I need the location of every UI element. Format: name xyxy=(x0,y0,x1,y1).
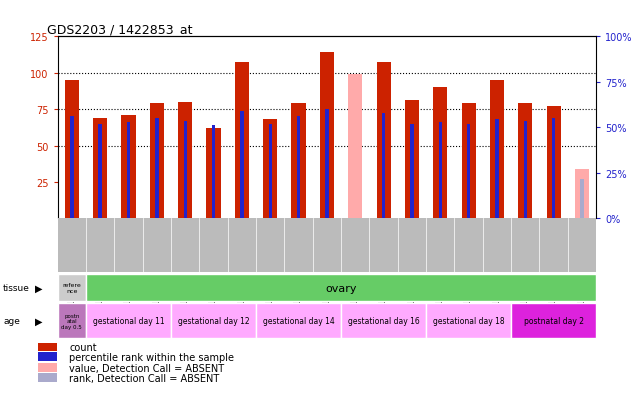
Text: ovary: ovary xyxy=(326,283,357,293)
Bar xyxy=(70,117,74,219)
Bar xyxy=(348,75,362,219)
Text: tissue: tissue xyxy=(3,284,30,292)
Text: gestational day 11: gestational day 11 xyxy=(93,317,164,325)
Bar xyxy=(552,119,555,219)
Bar xyxy=(206,129,221,219)
Bar xyxy=(438,123,442,219)
Bar xyxy=(38,363,57,372)
Text: postnatal day 2: postnatal day 2 xyxy=(524,317,583,325)
Bar xyxy=(325,110,329,219)
Bar xyxy=(99,124,102,219)
Text: rank, Detection Call = ABSENT: rank, Detection Call = ABSENT xyxy=(69,373,220,383)
Bar xyxy=(410,124,413,219)
Bar xyxy=(320,53,334,219)
Text: percentile rank within the sample: percentile rank within the sample xyxy=(69,352,235,363)
Bar xyxy=(256,304,341,339)
Bar xyxy=(155,119,158,219)
Bar xyxy=(433,88,447,219)
Bar xyxy=(405,101,419,219)
Bar xyxy=(462,104,476,219)
Bar xyxy=(38,342,57,351)
Bar xyxy=(58,304,86,339)
Text: count: count xyxy=(69,342,97,352)
Bar xyxy=(376,63,390,219)
Bar xyxy=(518,104,533,219)
Bar xyxy=(263,120,278,219)
Bar xyxy=(426,304,511,339)
Bar xyxy=(127,123,130,219)
Bar xyxy=(240,112,244,219)
Bar xyxy=(93,119,107,219)
Text: gestational day 18: gestational day 18 xyxy=(433,317,504,325)
Bar xyxy=(292,104,306,219)
Bar xyxy=(575,169,589,219)
Text: age: age xyxy=(3,317,20,325)
Bar xyxy=(297,117,300,219)
Bar xyxy=(183,121,187,219)
Bar xyxy=(65,81,79,219)
Bar xyxy=(150,104,164,219)
Text: gestational day 12: gestational day 12 xyxy=(178,317,249,325)
Text: postn
atal
day 0.5: postn atal day 0.5 xyxy=(62,313,82,330)
Bar xyxy=(86,304,171,339)
Bar xyxy=(511,304,596,339)
Text: gestational day 14: gestational day 14 xyxy=(263,317,335,325)
Bar xyxy=(490,81,504,219)
Bar xyxy=(524,121,527,219)
Bar xyxy=(547,107,561,219)
Bar xyxy=(382,114,385,219)
Bar xyxy=(171,304,256,339)
Text: gestational day 16: gestational day 16 xyxy=(347,317,419,325)
Bar xyxy=(495,120,499,219)
Text: ▶: ▶ xyxy=(35,283,43,293)
Bar xyxy=(269,124,272,219)
Text: GDS2203 / 1422853_at: GDS2203 / 1422853_at xyxy=(47,23,192,36)
Bar xyxy=(212,126,215,219)
Bar xyxy=(341,304,426,339)
Bar xyxy=(467,124,470,219)
Bar xyxy=(58,275,86,301)
Text: refere
nce: refere nce xyxy=(62,282,81,294)
Bar xyxy=(580,180,584,219)
Text: ▶: ▶ xyxy=(35,316,43,326)
Bar xyxy=(38,353,57,362)
Bar xyxy=(235,63,249,219)
Text: value, Detection Call = ABSENT: value, Detection Call = ABSENT xyxy=(69,363,224,373)
Bar xyxy=(121,116,136,219)
Bar xyxy=(178,102,192,219)
Bar xyxy=(38,373,57,382)
